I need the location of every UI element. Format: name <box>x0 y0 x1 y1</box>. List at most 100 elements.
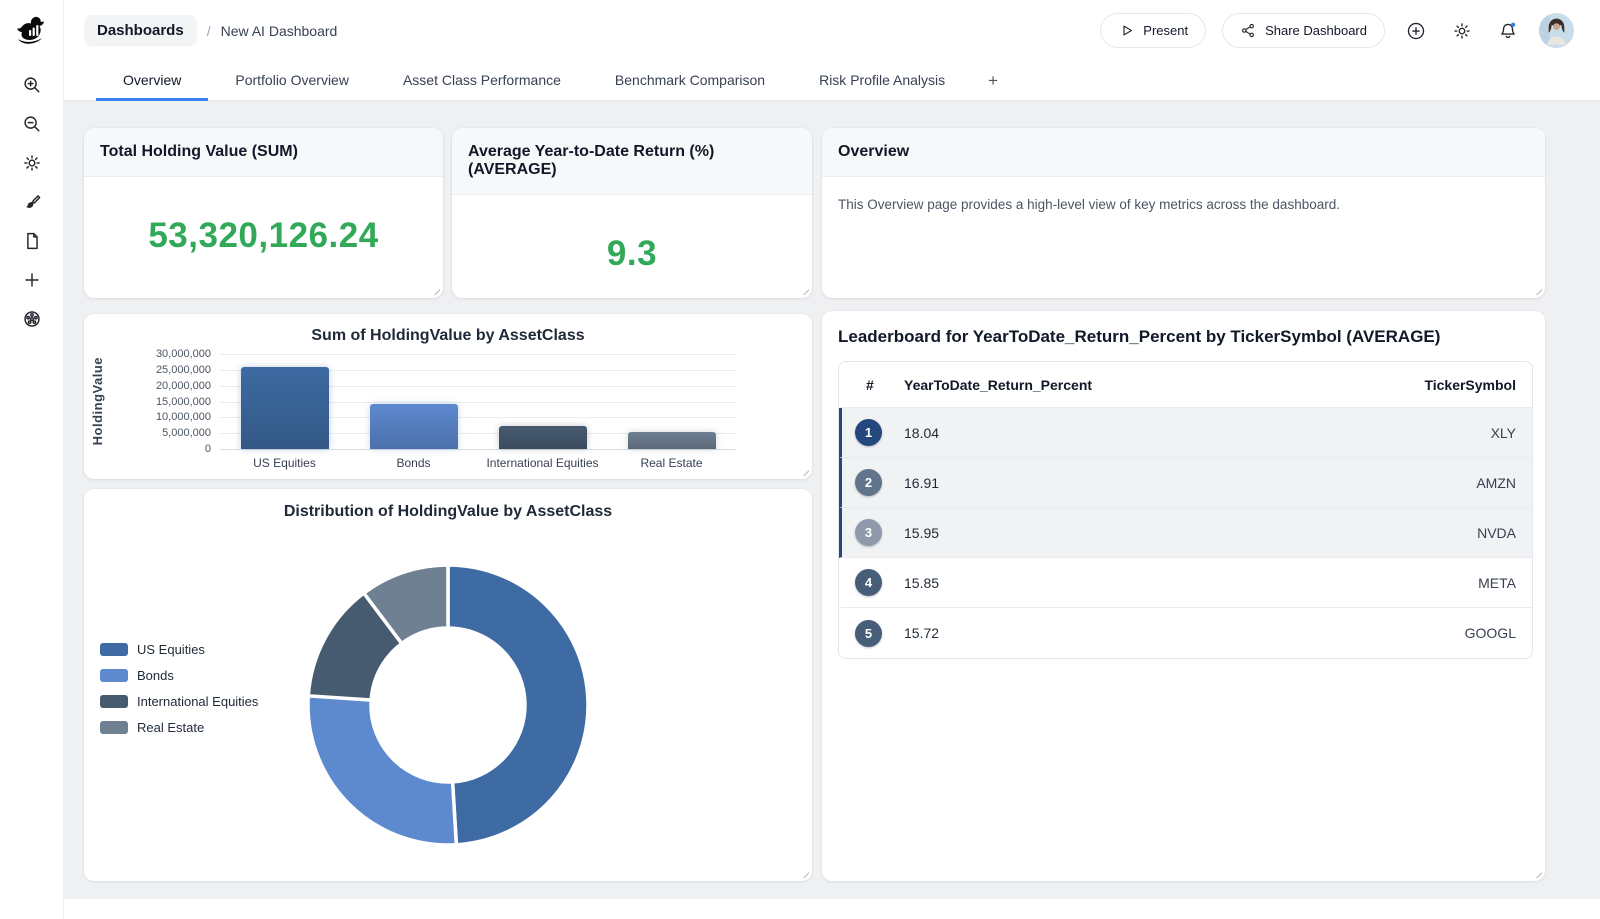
donut-chart-card: Distribution of HoldingValue by AssetCla… <box>84 489 812 881</box>
rank-badge: 1 <box>855 419 882 446</box>
legend-label: International Equities <box>137 694 259 709</box>
leaderboard-row-googl: 5 15.72 GOOGL <box>839 608 1532 658</box>
bar-chart-xlabels: US Equities Bonds International Equities Re… <box>220 456 736 470</box>
leaderboard-col-ticker: TickerSymbol <box>1424 376 1516 393</box>
y-tick-label: 10,000,000 <box>155 411 211 424</box>
leaderboard-row-meta: 4 15.85 META <box>839 558 1532 608</box>
zoom-out-icon[interactable] <box>12 104 52 143</box>
return-percent-value: 15.95 <box>904 524 940 541</box>
bar-chart-plot <box>220 354 736 450</box>
present-button[interactable]: Present <box>1100 13 1207 48</box>
donut-slice-bonds <box>306 694 459 847</box>
donut-slice-us-equities <box>446 563 590 847</box>
leaderboard-row-xly: 1 18.04 XLY <box>839 408 1532 458</box>
zoom-in-icon[interactable] <box>12 65 52 104</box>
return-percent-value: 18.04 <box>904 424 940 441</box>
topbar-actions: Present Share Dashboard <box>1100 13 1574 48</box>
return-percent-value: 16.91 <box>904 474 940 491</box>
resize-handle[interactable] <box>1533 286 1542 295</box>
sidebar <box>0 0 64 919</box>
gridline <box>220 417 736 419</box>
y-tick-label: 30,000,000 <box>155 348 211 360</box>
app-logo[interactable] <box>14 13 50 49</box>
dashboard-canvas: Total Holding Value (SUM) 53,320,126.24 … <box>64 101 1600 919</box>
overview-card-title: Overview <box>822 128 1545 177</box>
leaderboard-header-row: # YearToDate_Return_Percent TickerSymbol <box>839 362 1532 408</box>
add-tab-button[interactable]: + <box>988 70 999 90</box>
ticker-symbol: GOOGL <box>1464 625 1516 641</box>
resize-handle[interactable] <box>431 286 440 295</box>
gridline <box>220 354 736 355</box>
resize-handle[interactable] <box>1533 869 1542 878</box>
present-button-label: Present <box>1143 23 1189 38</box>
resize-handle[interactable] <box>800 286 809 295</box>
gear-icon <box>1454 22 1470 39</box>
palette-icon[interactable] <box>12 299 52 338</box>
topbar: Dashboards / New AI Dashboard Present Sh… <box>64 0 1600 61</box>
kpi-card-title: Total Holding Value (SUM) <box>84 128 443 177</box>
legend-swatch <box>100 669 128 682</box>
settings-button[interactable] <box>1447 16 1477 46</box>
leaderboard-row-amzn: 2 16.91 AMZN <box>839 458 1532 508</box>
add-widget-button[interactable] <box>1401 16 1431 46</box>
rank-badge: 5 <box>855 619 882 647</box>
dashboard-tabbar: Overview Portfolio Overview Asset Class Pe… <box>64 61 1600 101</box>
ticker-symbol: AMZN <box>1476 474 1516 491</box>
breadcrumb-current: New AI Dashboard <box>220 22 338 39</box>
resize-handle[interactable] <box>800 869 809 878</box>
share-dashboard-button[interactable]: Share Dashboard <box>1222 13 1385 48</box>
share-button-label: Share Dashboard <box>1265 23 1367 38</box>
tab-asset-class-performance[interactable]: Asset Class Performance <box>402 71 561 88</box>
leaderboard-card: Leaderboard for YearToDate_Return_Percen… <box>822 311 1545 881</box>
bar-bonds <box>369 404 458 449</box>
share-icon <box>1242 23 1255 38</box>
leaderboard-col-rank: # <box>866 376 874 393</box>
bar-chart-ylabel: HoldingValue <box>89 357 105 446</box>
brush-icon[interactable] <box>12 182 52 221</box>
legend-swatch <box>100 695 128 708</box>
x-tick-label: Real Estate <box>640 456 703 470</box>
donut-chart <box>306 563 590 847</box>
legend-item-real-estate: Real Estate <box>100 720 258 735</box>
bar-us-equities <box>240 367 329 449</box>
gridline <box>220 385 736 387</box>
legend-item-bonds: Bonds <box>100 668 258 683</box>
play-icon <box>1123 25 1133 36</box>
legend-swatch <box>100 643 128 656</box>
notifications-button[interactable] <box>1493 16 1523 46</box>
bar-chart-title: Sum of HoldingValue by AssetClass <box>311 327 585 344</box>
add-icon[interactable] <box>12 260 52 299</box>
gridline <box>220 449 736 450</box>
y-tick-label: 20,000,000 <box>155 379 211 392</box>
document-icon[interactable] <box>12 221 52 260</box>
tab-portfolio-overview[interactable]: Portfolio Overview <box>235 71 349 88</box>
leaderboard-col-value: YearToDate_Return_Percent <box>904 376 1093 393</box>
legend-label: Real Estate <box>137 720 205 735</box>
overview-text-card: Overview This Overview page provides a h… <box>822 128 1545 298</box>
legend-item-us-equities: US Equities <box>100 642 258 657</box>
tab-benchmark-comparison[interactable]: Benchmark Comparison <box>614 71 766 88</box>
x-tick-label: International Equities <box>486 456 599 470</box>
tab-overview[interactable]: Overview <box>96 61 209 101</box>
leaderboard-table: # YearToDate_Return_Percent TickerSymbol… <box>838 361 1533 659</box>
gridline <box>220 433 736 435</box>
user-avatar[interactable] <box>1539 13 1574 48</box>
legend-item-international-equities: International Equities <box>100 694 258 709</box>
resize-handle[interactable] <box>800 467 809 476</box>
settings-icon[interactable] <box>12 143 52 182</box>
ticker-symbol: META <box>1478 574 1516 591</box>
tabs-host: Overview Portfolio Overview Asset Class Pe… <box>96 61 972 101</box>
plus-circle-icon <box>1407 22 1425 39</box>
donut-slice-real-estate <box>362 563 450 646</box>
x-tick-label: US Equities <box>253 456 316 470</box>
main-column: Dashboards / New AI Dashboard Present Sh… <box>64 0 1600 919</box>
breadcrumb-separator: / <box>206 22 211 39</box>
rank-badge: 3 <box>855 519 882 546</box>
tab-risk-profile-analysis[interactable]: Risk Profile Analysis <box>819 71 946 88</box>
kpi-card-average-ytd-return: Average Year-to-Date Return (%) (AVERAGE… <box>452 128 812 298</box>
overview-card-body: This Overview page provides a high-level… <box>838 197 1340 212</box>
gridline <box>220 401 736 403</box>
bell-icon <box>1501 22 1516 38</box>
bar-chart-yticks: 30,000,000 25,000,000 20,000,000 15,000,000… <box>110 348 220 455</box>
breadcrumb-section[interactable]: Dashboards <box>84 15 197 46</box>
